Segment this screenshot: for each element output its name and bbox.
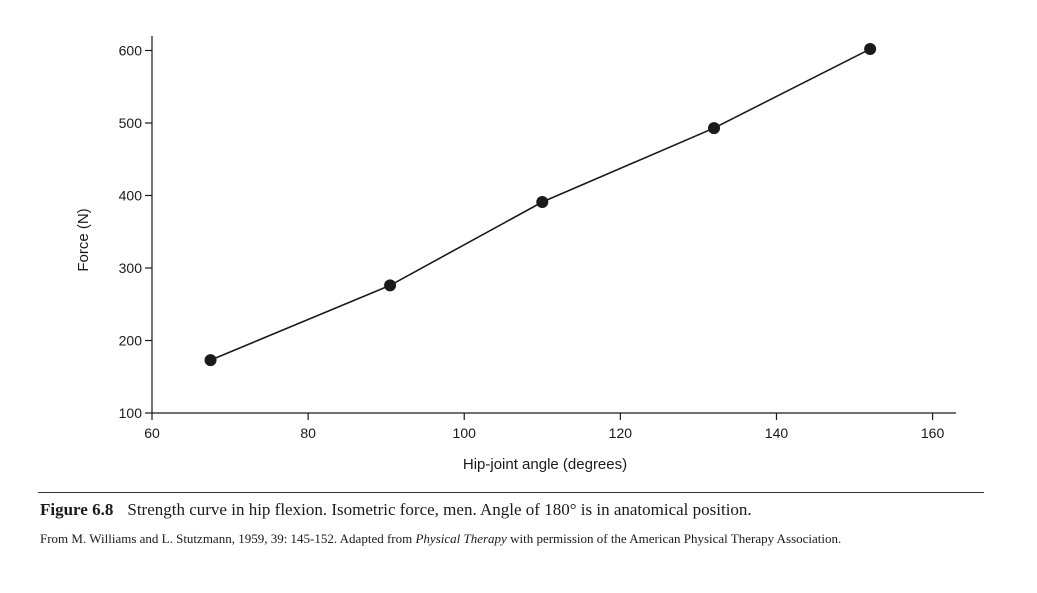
y-tick-label: 500 [119, 115, 143, 131]
source-journal: Physical Therapy [415, 531, 507, 546]
data-point [204, 354, 217, 367]
source-text-after: with permission of the American Physical… [506, 531, 842, 546]
y-axis-label: Force (N) [75, 208, 92, 271]
caption-divider [38, 492, 984, 493]
data-point [864, 43, 877, 56]
y-tick-label: 400 [119, 188, 143, 204]
data-point [384, 279, 397, 292]
x-tick-label: 100 [453, 425, 477, 441]
y-tick-label: 200 [119, 333, 143, 349]
y-tick-label: 100 [119, 405, 143, 421]
y-tick-label: 600 [119, 43, 143, 59]
series-line [204, 43, 877, 367]
data-point [536, 196, 549, 209]
x-tick-label: 140 [765, 425, 789, 441]
x-tick-label: 160 [921, 425, 945, 441]
x-tick-label: 120 [609, 425, 633, 441]
y-tick-label: 300 [119, 260, 143, 276]
strength-curve-chart: 100 200 300 400 500 600 60 80 100 120 140 160 Hip-j… [75, 36, 956, 473]
x-tick-label: 80 [300, 425, 316, 441]
axes: 100 200 300 400 500 600 60 80 100 120 140 160 [119, 36, 956, 441]
figure-caption-text: Strength curve in hip flexion. Isometric… [127, 500, 752, 519]
figure-source: From M. Williams and L. Stutzmann, 1959,… [40, 530, 990, 547]
figure-caption: Figure 6.8 Strength curve in hip flexion.… [40, 500, 985, 520]
x-axis-label: Hip-joint angle (degrees) [463, 456, 627, 473]
data-point [708, 122, 721, 135]
x-tick-label: 60 [144, 425, 160, 441]
figure-number: Figure 6.8 [40, 500, 114, 519]
source-text-before: From M. Williams and L. Stutzmann, 1959,… [40, 531, 416, 546]
